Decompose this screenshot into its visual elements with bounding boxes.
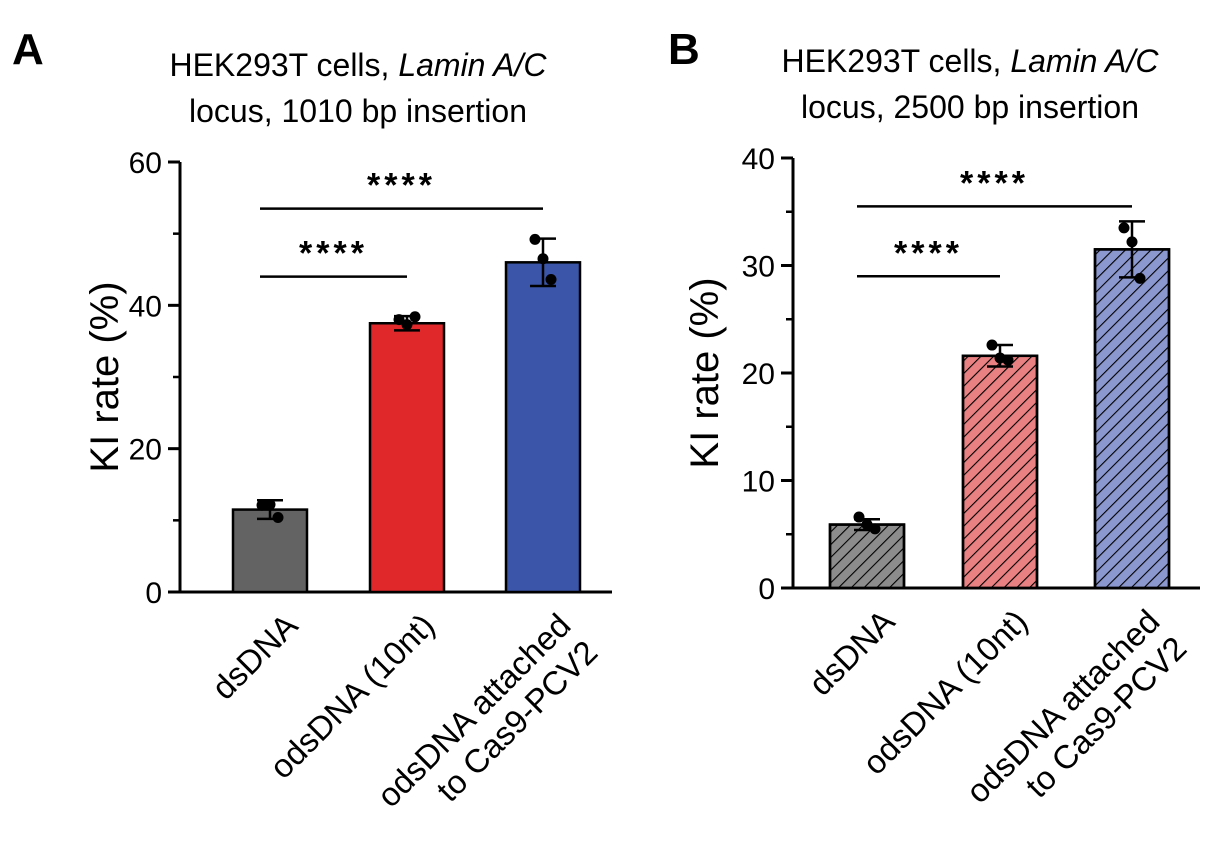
chart-a-ytick-label: 20 xyxy=(129,434,162,467)
chart-b-data-point xyxy=(1126,236,1138,248)
chart-b-ytick-label: 0 xyxy=(758,573,775,606)
chart-b-title: HEK293T cells, Lamin A/C locus, 2500 bp … xyxy=(710,38,1230,130)
chart-b-ytick-label: 30 xyxy=(742,251,775,284)
chart-b-title-line2: locus, 2500 bp insertion xyxy=(801,89,1139,125)
chart-a-title-gene: Lamin A/C xyxy=(398,47,547,83)
chart-b-title-prefix: HEK293T cells, xyxy=(781,43,1011,79)
chart-a-data-point xyxy=(264,499,276,511)
chart-b-category-label: dsDNA xyxy=(801,602,901,702)
chart-b-data-point xyxy=(1118,222,1130,234)
chart-a-bar xyxy=(504,261,582,594)
chart-b-category-label-line: dsDNA xyxy=(801,602,901,702)
chart-a-ytick-label: 60 xyxy=(129,147,162,180)
chart-b-y-axis-label: KI rate (%) xyxy=(683,277,727,468)
chart-a-bar xyxy=(368,322,446,594)
chart-b-bar-hatch xyxy=(961,354,1039,590)
chart-a-data-point xyxy=(272,511,284,523)
chart-a-data-point xyxy=(256,499,268,511)
chart-a-title-line2: locus, 1010 bp insertion xyxy=(189,93,527,129)
chart-a-data-point xyxy=(409,311,421,323)
chart-b-significance-label: **** xyxy=(894,234,963,272)
chart-b-data-point xyxy=(1002,354,1014,366)
chart-a-significance-label: **** xyxy=(299,235,368,273)
chart-a-category-label: dsDNA xyxy=(204,606,304,706)
chart-b-bar-hatch xyxy=(828,523,906,590)
chart-a-title-prefix: HEK293T cells, xyxy=(169,47,399,83)
panel-label-b: B xyxy=(668,25,700,74)
chart-a-ytick-label: 40 xyxy=(129,290,162,323)
chart-a-data-point xyxy=(529,233,541,245)
chart-b-data-point xyxy=(1134,272,1146,284)
chart-b-data-point xyxy=(869,523,881,535)
chart-a-title: HEK293T cells, Lamin A/C locus, 1010 bp … xyxy=(98,42,618,134)
chart-b-ytick-label: 40 xyxy=(742,143,775,176)
chart-a-y-axis-label: KI rate (%) xyxy=(83,281,127,472)
chart-a-data-point xyxy=(545,274,557,286)
panel-label-a: A xyxy=(12,25,44,74)
chart-a-data-point xyxy=(537,253,549,265)
chart-a-significance-label: **** xyxy=(367,167,436,205)
chart-a-bar xyxy=(231,508,309,594)
chart-b-data-point xyxy=(986,339,998,351)
chart-a-data-point xyxy=(401,319,413,331)
chart-a-category-label-line: dsDNA xyxy=(204,606,304,706)
chart-b-bar-hatch xyxy=(1093,248,1171,590)
chart-b-title-gene: Lamin A/C xyxy=(1010,43,1159,79)
chart-b-significance-label: **** xyxy=(960,164,1029,202)
chart-a-data-point xyxy=(393,314,405,326)
chart-b-ytick-label: 10 xyxy=(742,466,775,499)
chart-b-data-point xyxy=(853,511,865,523)
chart-b-ytick-label: 20 xyxy=(742,358,775,391)
chart-a-ytick-label: 0 xyxy=(145,577,162,610)
